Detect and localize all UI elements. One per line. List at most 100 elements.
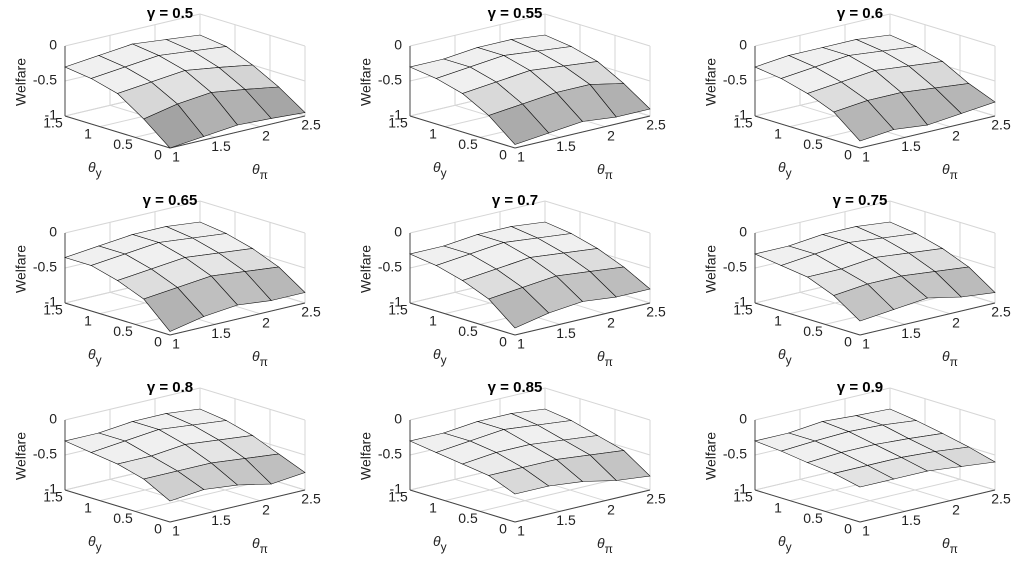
axis-line	[859, 489, 996, 523]
axis-line	[754, 302, 861, 336]
axis-line	[64, 489, 171, 523]
x-tick-label: 2.5	[991, 117, 1011, 133]
x-tick-label: 1.5	[901, 325, 921, 341]
panel-title: γ = 0.6	[837, 5, 883, 22]
z-grid-line	[889, 13, 996, 47]
y-axis-label: θy	[778, 159, 792, 180]
x-grid-line	[109, 478, 216, 512]
surface-patch	[488, 103, 550, 145]
panel-title: γ = 0.55	[488, 5, 543, 22]
z-grid-line	[889, 200, 996, 234]
surface-patch	[488, 287, 550, 329]
z-tick-label: 0	[739, 37, 747, 53]
panel-title: γ = 0.85	[488, 379, 543, 396]
x-axis-label: θπ	[252, 161, 268, 182]
z-tick-label: -0.5	[378, 446, 402, 462]
y-tick-label: 1.5	[388, 115, 408, 131]
x-grid-line	[454, 478, 561, 512]
y-tick-label: 1	[84, 312, 92, 328]
surface-patch	[143, 287, 205, 332]
axis-line	[169, 302, 306, 336]
z-tick-label: -1	[735, 294, 748, 310]
axis-line	[169, 489, 306, 523]
y-tick-label: 0.5	[458, 323, 478, 339]
x-tick-label: 2	[607, 127, 615, 143]
z-grid-line	[199, 387, 306, 421]
axis-line	[754, 115, 861, 149]
y-tick-label: 1.5	[43, 489, 63, 505]
y-tick-label: 1.5	[43, 115, 63, 131]
z-tick-label: 0	[394, 37, 402, 53]
y-tick-label: 1	[774, 312, 782, 328]
surface-patch	[833, 100, 895, 142]
axis-line	[409, 115, 516, 149]
z-axis-label: Welfare	[358, 432, 374, 480]
x-tick-label: 1	[172, 149, 180, 165]
y-tick-label: 1	[84, 499, 92, 515]
z-axis-label: Welfare	[703, 58, 719, 106]
x-tick-label: 1.5	[211, 512, 231, 528]
x-tick-label: 2.5	[991, 491, 1011, 507]
z-tick-label: -1	[45, 107, 58, 123]
axis-line	[514, 115, 651, 149]
x-axis-label: θπ	[252, 348, 268, 369]
x-tick-label: 2.5	[646, 117, 666, 133]
y-tick-label: 1.5	[388, 489, 408, 505]
z-axis-label: Welfare	[13, 245, 29, 293]
surface-patch	[143, 470, 205, 502]
z-tick-label: -0.5	[378, 259, 402, 275]
x-tick-label: 2	[607, 501, 615, 517]
z-grid-line	[409, 13, 546, 47]
x-tick-label: 1	[862, 336, 870, 352]
y-tick-label: 1	[429, 125, 437, 141]
x-tick-label: 2	[952, 501, 960, 517]
z-grid-line	[754, 200, 891, 234]
y-axis-label: θy	[778, 533, 792, 554]
y-tick-label: 0.5	[803, 510, 823, 526]
z-tick-label: -1	[45, 481, 58, 497]
y-axis-label: θy	[88, 159, 102, 180]
z-tick-label: 0	[394, 411, 402, 427]
y-axis-label: θy	[778, 346, 792, 367]
y-grid-line	[479, 478, 616, 512]
x-tick-label: 2.5	[646, 304, 666, 320]
z-tick-label: -0.5	[723, 446, 747, 462]
z-grid-line	[409, 200, 546, 234]
x-tick-label: 1.5	[901, 138, 921, 154]
z-grid-line	[64, 200, 201, 234]
y-tick-label: 1.5	[388, 302, 408, 318]
z-tick-label: -0.5	[723, 259, 747, 275]
y-axis-label: θy	[88, 346, 102, 367]
z-tick-label: -0.5	[723, 72, 747, 88]
y-axis-label: θy	[433, 159, 447, 180]
x-tick-label: 1.5	[556, 138, 576, 154]
x-tick-label: 1.5	[556, 325, 576, 341]
y-tick-label: 1.5	[43, 302, 63, 318]
z-grid-line	[199, 200, 306, 234]
y-tick-label: 0.5	[113, 136, 133, 152]
x-tick-label: 2	[952, 127, 960, 143]
surface-patch	[488, 467, 550, 495]
y-axis-label: θy	[88, 533, 102, 554]
z-grid-line	[64, 13, 201, 47]
y-tick-label: 0	[154, 334, 162, 350]
z-tick-label: -1	[390, 481, 403, 497]
x-axis-label: θπ	[252, 535, 268, 556]
y-tick-label: 1.5	[733, 115, 753, 131]
z-tick-label: -0.5	[33, 72, 57, 88]
z-grid-line	[754, 387, 891, 421]
x-axis-label: θπ	[597, 348, 613, 369]
x-tick-label: 1.5	[211, 325, 231, 341]
y-tick-label: 0	[844, 334, 852, 350]
axis-line	[64, 115, 171, 149]
z-tick-label: -1	[735, 107, 748, 123]
axis-line	[64, 302, 171, 336]
y-tick-label: 0	[499, 334, 507, 350]
axis-line	[859, 115, 996, 149]
z-tick-label: 0	[49, 224, 57, 240]
z-tick-label: 0	[49, 37, 57, 53]
